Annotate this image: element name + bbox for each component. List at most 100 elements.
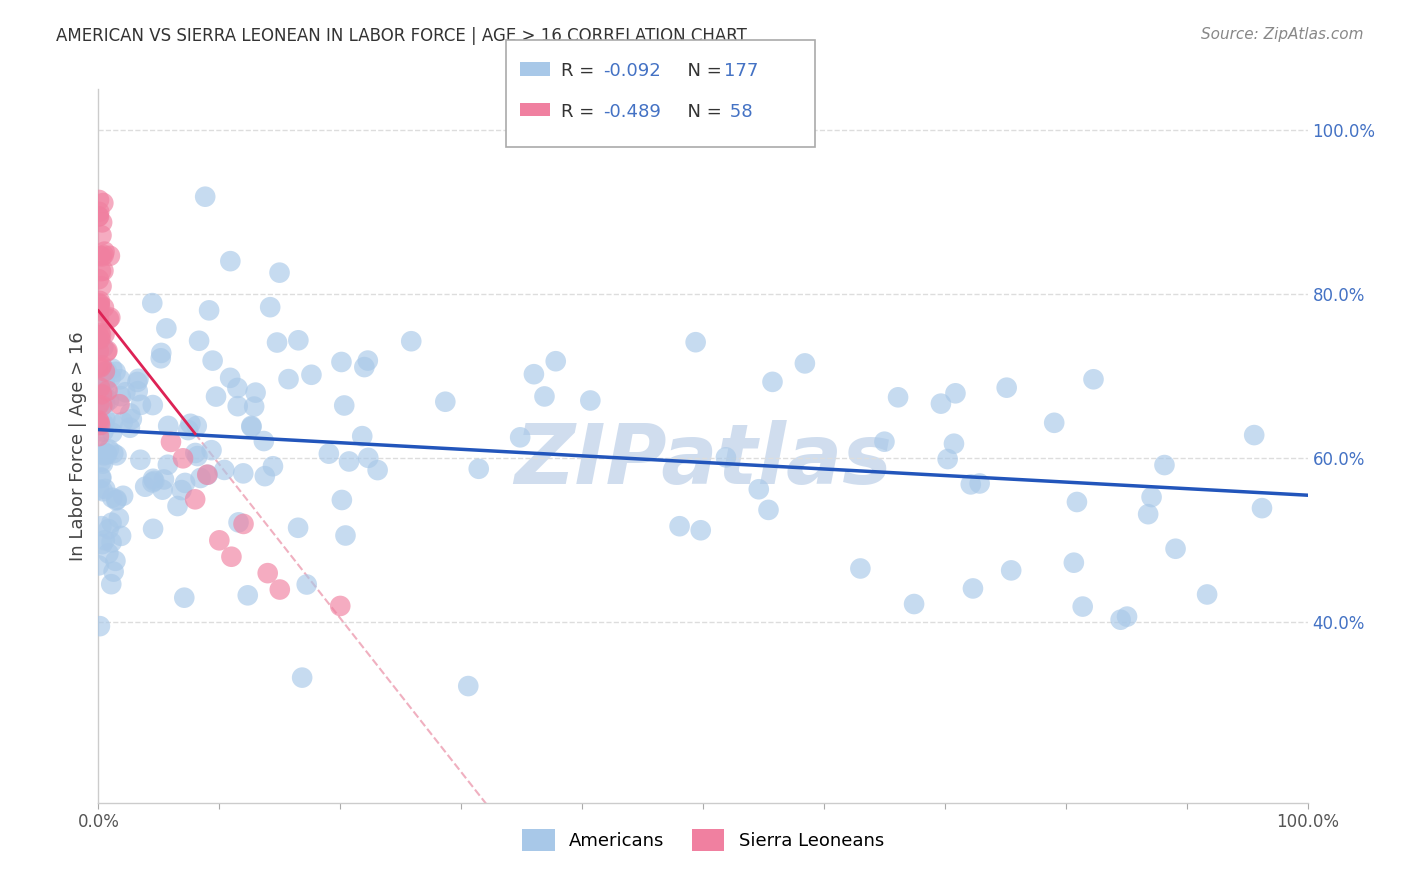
Point bbox=[98, 393, 121, 408]
Point bbox=[150, 346, 173, 360]
Point bbox=[112, 489, 135, 503]
Point bbox=[748, 483, 770, 497]
Point bbox=[434, 394, 457, 409]
Point bbox=[89, 296, 111, 310]
Point bbox=[198, 303, 221, 318]
Point bbox=[91, 537, 114, 551]
Point bbox=[335, 528, 357, 542]
Point bbox=[962, 582, 984, 596]
Point bbox=[98, 249, 121, 263]
Point bbox=[87, 328, 110, 343]
Point bbox=[995, 381, 1018, 395]
Point bbox=[226, 399, 249, 413]
Point bbox=[90, 470, 112, 484]
Point bbox=[333, 399, 356, 413]
Point bbox=[179, 417, 201, 431]
Point bbox=[96, 344, 118, 359]
Point bbox=[399, 334, 422, 349]
Point bbox=[186, 449, 208, 463]
Point bbox=[91, 387, 114, 401]
Point bbox=[103, 446, 125, 460]
Point bbox=[87, 413, 110, 427]
Point bbox=[357, 353, 380, 368]
Point bbox=[96, 447, 118, 461]
Point bbox=[232, 516, 254, 531]
Point bbox=[259, 300, 281, 314]
Point bbox=[89, 301, 111, 315]
Point bbox=[101, 361, 124, 376]
Point bbox=[253, 434, 276, 448]
Text: -0.489: -0.489 bbox=[603, 103, 661, 120]
Point bbox=[129, 452, 152, 467]
Point bbox=[90, 250, 112, 264]
Point bbox=[287, 333, 309, 347]
Point bbox=[969, 476, 991, 491]
Point bbox=[93, 263, 115, 277]
Point bbox=[96, 343, 118, 358]
Point bbox=[579, 393, 602, 408]
Point bbox=[94, 412, 117, 426]
Point bbox=[959, 477, 981, 491]
Point bbox=[232, 467, 254, 481]
Point bbox=[942, 436, 965, 450]
Point bbox=[87, 334, 110, 348]
Point bbox=[936, 452, 959, 467]
Point bbox=[96, 446, 118, 460]
Point bbox=[243, 400, 266, 414]
Point bbox=[97, 312, 120, 326]
Point bbox=[96, 384, 118, 398]
Point bbox=[105, 492, 128, 507]
Point bbox=[761, 375, 783, 389]
Text: N =: N = bbox=[676, 103, 728, 120]
Point bbox=[157, 418, 180, 433]
Point bbox=[236, 588, 259, 602]
Point bbox=[105, 493, 128, 508]
Point bbox=[134, 480, 156, 494]
Point bbox=[91, 417, 114, 432]
Point bbox=[166, 499, 188, 513]
Point bbox=[301, 368, 323, 382]
Text: AMERICAN VS SIERRA LEONEAN IN LABOR FORCE | AGE > 16 CORRELATION CHART: AMERICAN VS SIERRA LEONEAN IN LABOR FORC… bbox=[56, 27, 747, 45]
Point bbox=[90, 228, 112, 243]
Point bbox=[89, 326, 111, 341]
Point bbox=[903, 597, 925, 611]
Point bbox=[97, 442, 120, 457]
Point bbox=[90, 454, 112, 468]
Point bbox=[266, 335, 288, 350]
Point bbox=[93, 378, 115, 392]
Point bbox=[353, 360, 375, 375]
Text: N =: N = bbox=[676, 62, 728, 80]
Point bbox=[141, 296, 163, 310]
Point bbox=[93, 301, 115, 315]
Point bbox=[200, 443, 222, 458]
Point bbox=[337, 454, 360, 468]
Point bbox=[89, 483, 111, 497]
Point bbox=[873, 434, 896, 449]
Point bbox=[201, 353, 224, 368]
Text: R =: R = bbox=[561, 62, 600, 80]
Point bbox=[91, 215, 114, 229]
Point bbox=[367, 463, 389, 477]
Point bbox=[689, 523, 711, 537]
Point bbox=[89, 249, 111, 263]
Point bbox=[89, 205, 111, 219]
Point bbox=[93, 425, 115, 439]
Point bbox=[87, 193, 110, 207]
Point bbox=[352, 429, 374, 443]
Point bbox=[170, 483, 193, 497]
Point bbox=[87, 210, 110, 224]
Point bbox=[103, 565, 125, 579]
Point bbox=[142, 472, 165, 486]
Point bbox=[87, 390, 110, 404]
Point bbox=[509, 430, 531, 444]
Point bbox=[93, 326, 115, 341]
Point bbox=[177, 423, 200, 437]
Point bbox=[149, 351, 172, 366]
Point bbox=[91, 457, 114, 471]
Point bbox=[240, 419, 263, 434]
Point bbox=[190, 471, 212, 485]
Point bbox=[1071, 599, 1094, 614]
Point bbox=[90, 471, 112, 485]
Point bbox=[87, 210, 110, 224]
Point bbox=[544, 354, 567, 368]
